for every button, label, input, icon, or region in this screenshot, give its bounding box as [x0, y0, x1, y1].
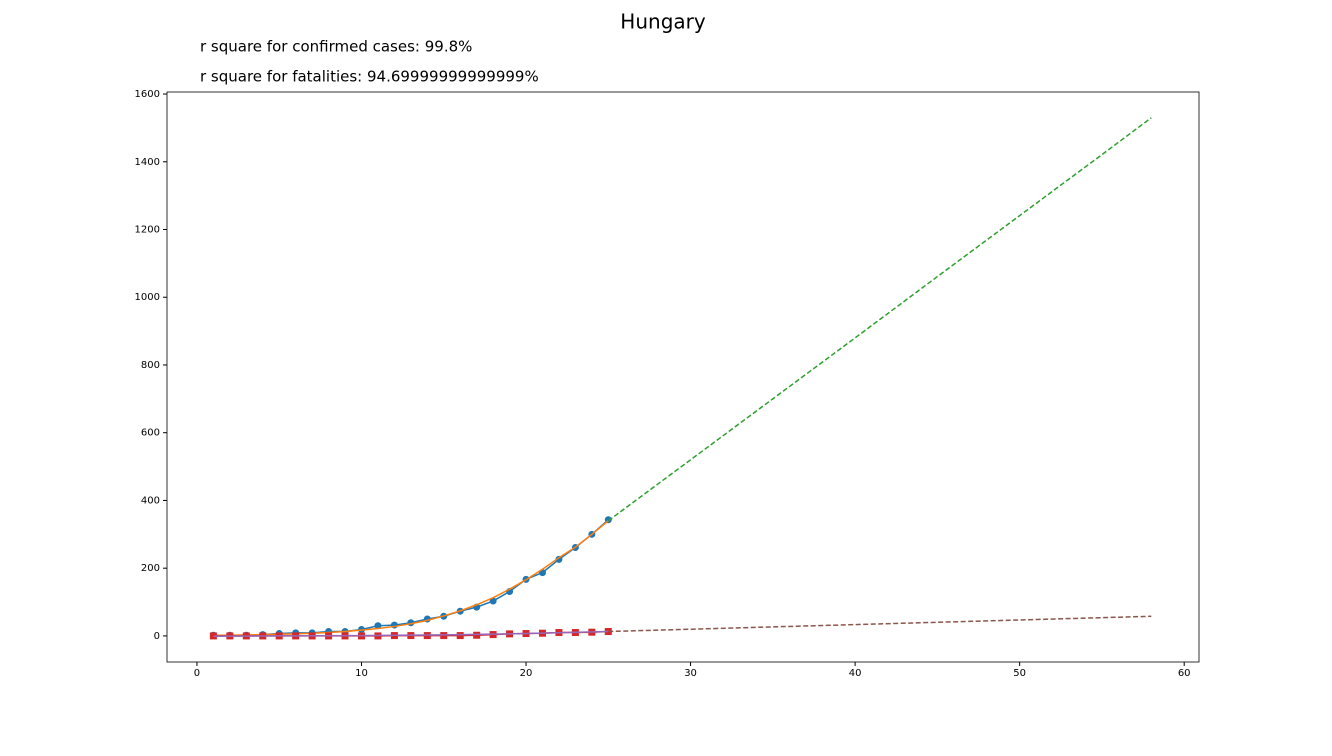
x-tick-label: 40 — [849, 668, 862, 679]
annotation: r square for confirmed cases: 99.8% — [200, 38, 472, 56]
x-tick-label: 30 — [684, 668, 697, 679]
point-marker — [473, 631, 481, 639]
chart-title: Hungary — [620, 10, 706, 34]
y-tick-label: 200 — [141, 563, 160, 574]
point-marker — [456, 632, 464, 640]
y-tick-label: 1600 — [135, 89, 160, 100]
y-tick-label: 1000 — [135, 292, 160, 303]
x-tick-label: 20 — [520, 668, 533, 679]
x-tick-label: 10 — [355, 668, 368, 679]
point-marker — [390, 621, 398, 629]
y-tick-label: 600 — [141, 428, 160, 439]
series-line — [213, 630, 609, 638]
x-tick-label: 60 — [1178, 668, 1191, 679]
y-tick-label: 1400 — [135, 157, 160, 168]
annotation: r square for fatalities: 94.699999999999… — [200, 68, 539, 86]
x-tick-label: 0 — [194, 668, 200, 679]
point-marker — [489, 597, 497, 605]
y-tick-label: 0 — [154, 631, 160, 642]
point-marker — [555, 555, 563, 563]
y-tick-label: 800 — [141, 360, 160, 371]
series-line — [608, 615, 1152, 633]
y-tick-label: 1200 — [135, 225, 160, 236]
x-tick-label: 50 — [1013, 668, 1026, 679]
plot-frame — [166, 91, 1200, 663]
y-tick-label: 400 — [141, 495, 160, 506]
